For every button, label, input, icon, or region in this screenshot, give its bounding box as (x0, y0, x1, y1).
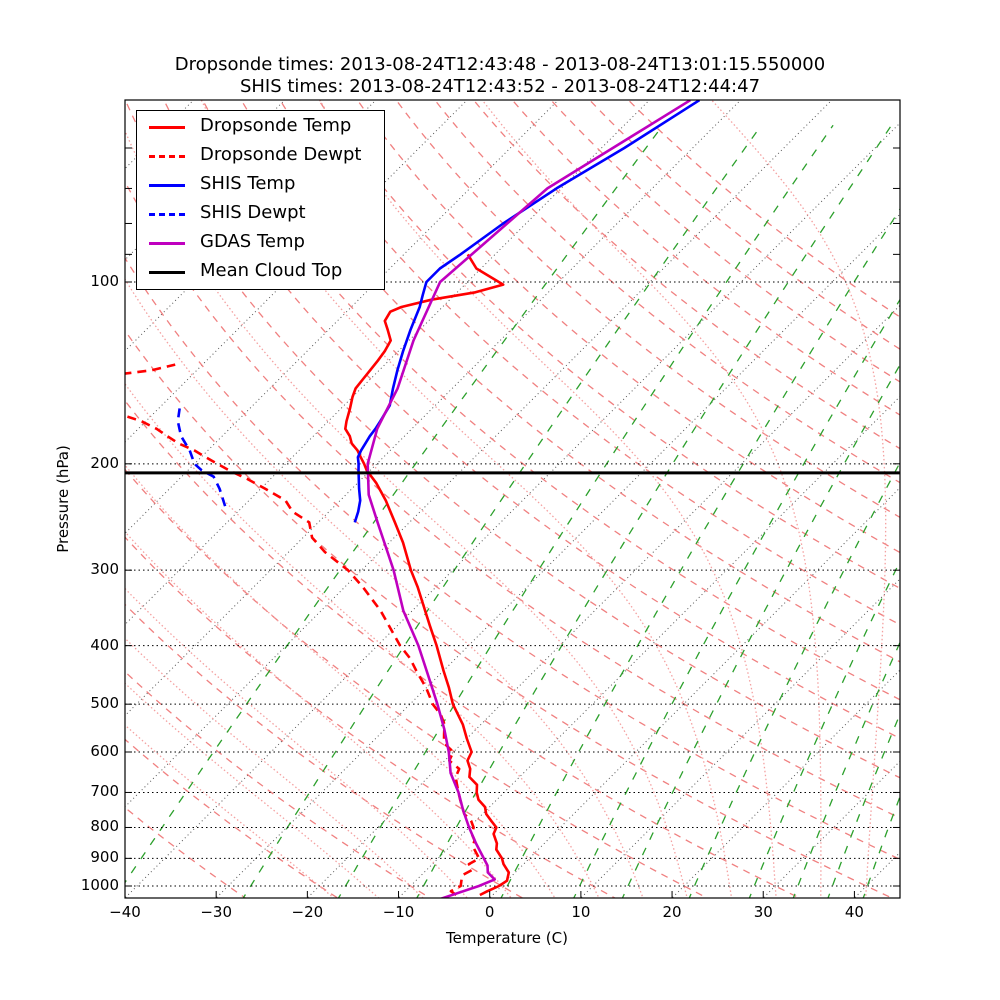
y-tick-label: 800 (90, 817, 119, 836)
series-lines (125, 100, 900, 898)
legend-label: SHIS Temp (200, 173, 296, 194)
moist-adiabat-line (710, 100, 887, 898)
shis-temp-line (353, 100, 701, 523)
axis-ticks (124, 147, 900, 898)
legend-swatch (149, 126, 185, 129)
x-tick-label: 20 (662, 903, 682, 921)
x-tick-label: 40 (844, 903, 864, 921)
dropsonde-temp-line (343, 253, 511, 897)
y-tick-label: 400 (90, 635, 119, 654)
legend-item-mean-cloud-top: Mean Cloud Top (137, 257, 384, 286)
mixing-ratio-line (621, 363, 900, 898)
mixing-ratio-line (416, 124, 893, 898)
x-tick-label: 30 (753, 903, 773, 921)
dry-adiabat-line (125, 670, 432, 898)
moist-adiabat-line (481, 100, 822, 898)
isotherm-line (580, 578, 900, 898)
isotherm-line (762, 760, 900, 898)
x-tick-label: −40 (109, 903, 141, 921)
moist-adiabat-line (125, 278, 644, 898)
legend-swatch (149, 213, 185, 216)
isotherm-line (853, 851, 900, 898)
y-tick-label: 200 (90, 453, 119, 472)
isotherm-line (306, 304, 900, 898)
legend-label: GDAS Temp (200, 231, 305, 252)
chart-title-line-1: Dropsonde times: 2013-08-24T12:43:48 - 2… (174, 54, 826, 75)
isotherm-line (0, 92, 19, 903)
dry-adiabat-line (511, 100, 900, 416)
x-tick-label: −30 (200, 903, 232, 921)
x-tick-label: −20 (291, 903, 324, 921)
y-tick-label: 700 (90, 782, 119, 801)
x-tick-label: 0 (484, 903, 495, 921)
mixing-ratio-line (337, 124, 834, 898)
legend-label: Mean Cloud Top (200, 260, 343, 281)
y-tick-label: 600 (90, 742, 119, 760)
legend-label: Dropsonde Dewpt (200, 144, 362, 165)
pressure-gridlines (125, 281, 900, 887)
dry-adiabat-line (125, 100, 900, 779)
legend-item-dropsonde-dewpt: Dropsonde Dewpt (137, 141, 384, 170)
legend: Dropsonde Temp Dropsonde Dewpt SHIS Temp… (136, 110, 385, 290)
mixing-ratio-line (792, 640, 900, 898)
y-tick-label: 900 (90, 848, 119, 867)
moist-adiabat-line (125, 129, 688, 898)
dry-adiabat-line (356, 100, 900, 554)
dry-adiabat-line (472, 100, 900, 450)
dry-adiabat-line (125, 256, 900, 861)
axes-frame (124, 99, 901, 899)
moist-adiabat-line (125, 464, 556, 898)
legend-swatch (149, 242, 185, 245)
chart-title-line-2: SHIS times: 2013-08-24T12:43:52 - 2013-0… (239, 76, 761, 97)
x-axis-label: Temperature (C) (446, 929, 568, 947)
mixing-ratio-line (827, 712, 900, 898)
x-tick-label: −10 (382, 903, 415, 921)
legend-swatch (149, 155, 185, 158)
dry-adiabat-line (317, 100, 900, 590)
y-tick-label: 500 (90, 694, 119, 713)
dropsonde-dewpt-line (125, 363, 481, 897)
gdas-temp-line (366, 100, 691, 898)
x-tick-label: 10 (571, 903, 591, 921)
dry-adiabat-line (395, 100, 900, 519)
mixing-ratio-line (125, 124, 664, 884)
dry-adiabat-line (125, 180, 900, 819)
legend-label: SHIS Dewpt (200, 202, 306, 223)
mixing-ratio-line (242, 124, 762, 898)
isotherm-line (397, 395, 900, 898)
mixing-ratio-line (688, 461, 900, 898)
mixing-ratio-line (573, 298, 900, 898)
dry-adiabat-line (588, 100, 900, 350)
dry-adiabat-line (627, 100, 900, 318)
legend-item-dropsonde-temp: Dropsonde Temp (137, 112, 384, 141)
dry-adiabat-line (434, 100, 900, 484)
legend-item-gdas-temp: GDAS Temp (137, 228, 384, 257)
dry-adiabat-line (550, 100, 900, 383)
legend-item-shis-dewpt: SHIS Dewpt (137, 199, 384, 228)
y-tick-label: 1000 (80, 876, 119, 894)
shis-dewpt-line (176, 405, 227, 507)
legend-swatch (149, 271, 185, 274)
isotherm-line (940, 92, 1000, 903)
y-tick-label: 100 (90, 272, 119, 290)
legend-label: Dropsonde Temp (200, 115, 352, 136)
mixing-ratio-line (862, 794, 900, 898)
dry-adiabat-line (125, 399, 802, 898)
mixing-ratio-line (500, 207, 900, 898)
isotherm-line (488, 486, 900, 898)
y-tick-label: 300 (90, 560, 119, 579)
y-axis-label: Pressure (hPa) (54, 445, 72, 553)
legend-item-shis-temp: SHIS Temp (137, 170, 384, 199)
legend-swatch (149, 184, 185, 187)
mixing-ratio-line (748, 559, 900, 898)
moist-adiabat-line (125, 724, 335, 898)
